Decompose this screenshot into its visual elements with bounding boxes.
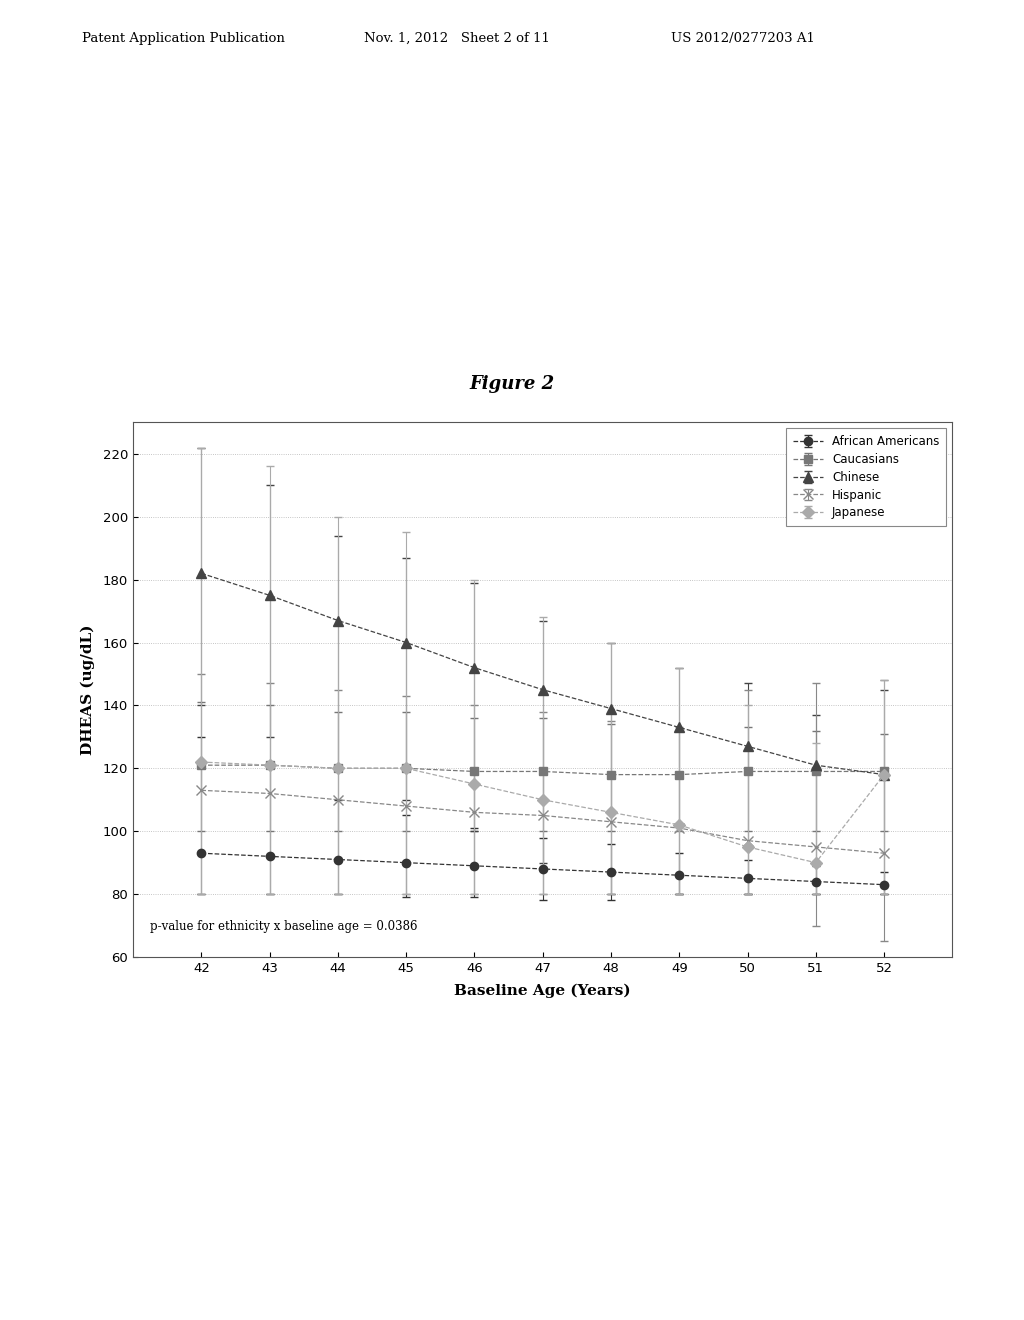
X-axis label: Baseline Age (Years): Baseline Age (Years) <box>455 983 631 998</box>
Text: p-value for ethnicity x baseline age = 0.0386: p-value for ethnicity x baseline age = 0… <box>150 920 417 933</box>
Y-axis label: DHEAS (ug/dL): DHEAS (ug/dL) <box>80 624 94 755</box>
Text: Patent Application Publication: Patent Application Publication <box>82 32 285 45</box>
Text: US 2012/0277203 A1: US 2012/0277203 A1 <box>671 32 815 45</box>
Legend: African Americans, Caucasians, Chinese, Hispanic, Japanese: African Americans, Caucasians, Chinese, … <box>785 428 946 527</box>
Text: Figure 2: Figure 2 <box>469 375 555 393</box>
Text: Nov. 1, 2012   Sheet 2 of 11: Nov. 1, 2012 Sheet 2 of 11 <box>364 32 550 45</box>
